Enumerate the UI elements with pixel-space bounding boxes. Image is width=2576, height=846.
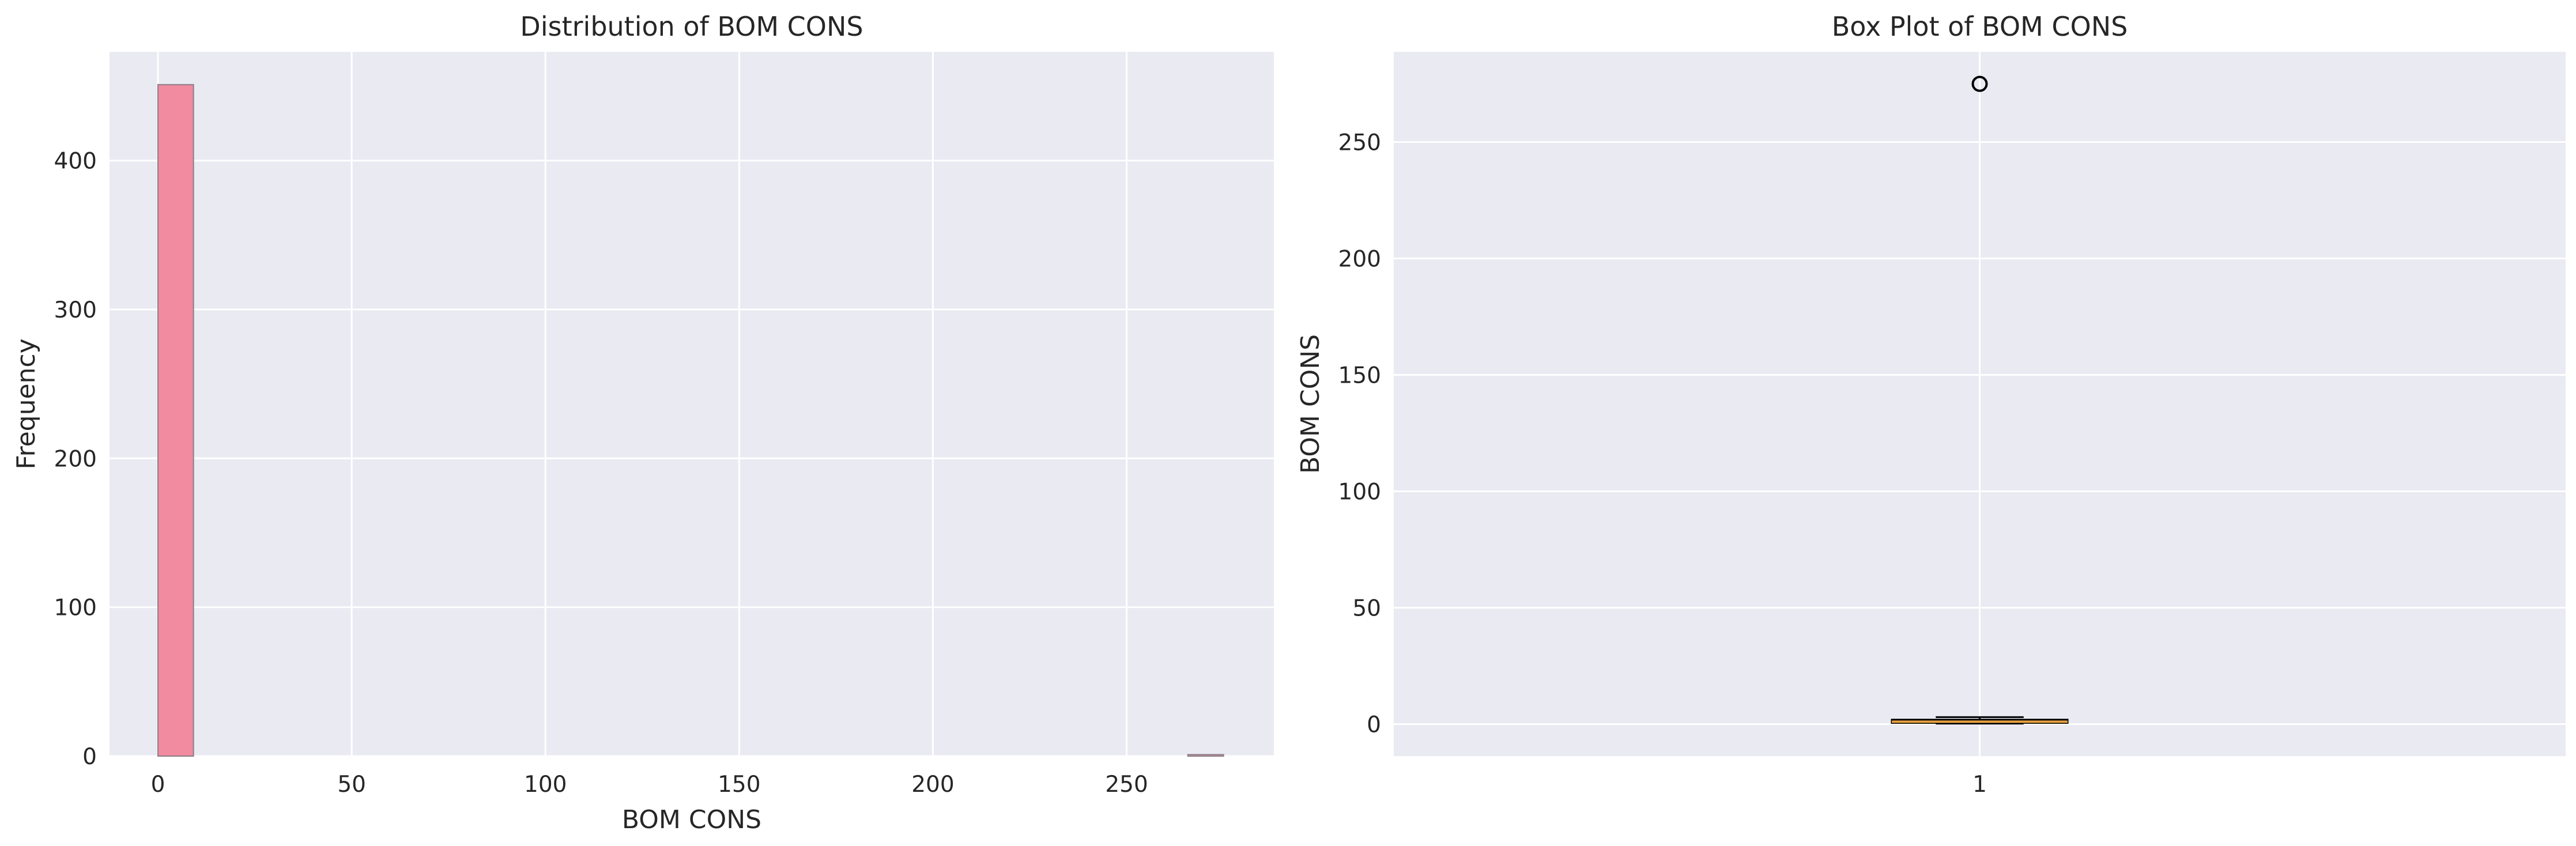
y-tick-label: 300 <box>54 297 97 323</box>
box-outlier-point <box>1971 75 1988 92</box>
y-tick-label: 400 <box>54 149 97 175</box>
y-tick-label: 150 <box>1338 363 1381 389</box>
x-axis-label: BOM CONS <box>622 805 761 834</box>
x-tick-label: 100 <box>524 772 567 798</box>
y-tick-label: 100 <box>1338 479 1381 505</box>
y-tick-label: 0 <box>1367 712 1381 738</box>
x-tick-label: 50 <box>337 772 366 798</box>
y-tick-label: 0 <box>82 744 97 770</box>
chart-0: 0 100 200 300 400 0 50 100 150 200 250 Distribution… <box>12 11 1274 834</box>
chart-title: Distribution of BOM CONS <box>520 11 863 42</box>
x-tick-label: 0 <box>151 772 165 798</box>
y-tick-label: 100 <box>54 595 97 621</box>
histogram-bar <box>1187 754 1224 757</box>
chart-1: 0 50 100 150 200 250 1 Box Plot of BOM CONS BOM … <box>1296 11 2566 798</box>
y-tick-label: 200 <box>54 446 97 472</box>
y-tick-label: 250 <box>1338 130 1381 156</box>
x-tick-label: 250 <box>1105 772 1148 798</box>
y-axis-label: BOM CONS <box>1296 334 1325 474</box>
x-tick-label: 1 <box>1972 772 1987 798</box>
y-axis-label: Frequency <box>12 338 41 469</box>
y-tick-label: 200 <box>1338 247 1381 273</box>
x-tick-label: 200 <box>911 772 954 798</box>
plot-area <box>110 52 1274 756</box>
y-tick-label: 50 <box>1352 595 1381 621</box>
chart-title: Box Plot of BOM CONS <box>1832 11 2128 42</box>
histogram-bar <box>157 84 194 757</box>
x-tick-label: 150 <box>718 772 760 798</box>
